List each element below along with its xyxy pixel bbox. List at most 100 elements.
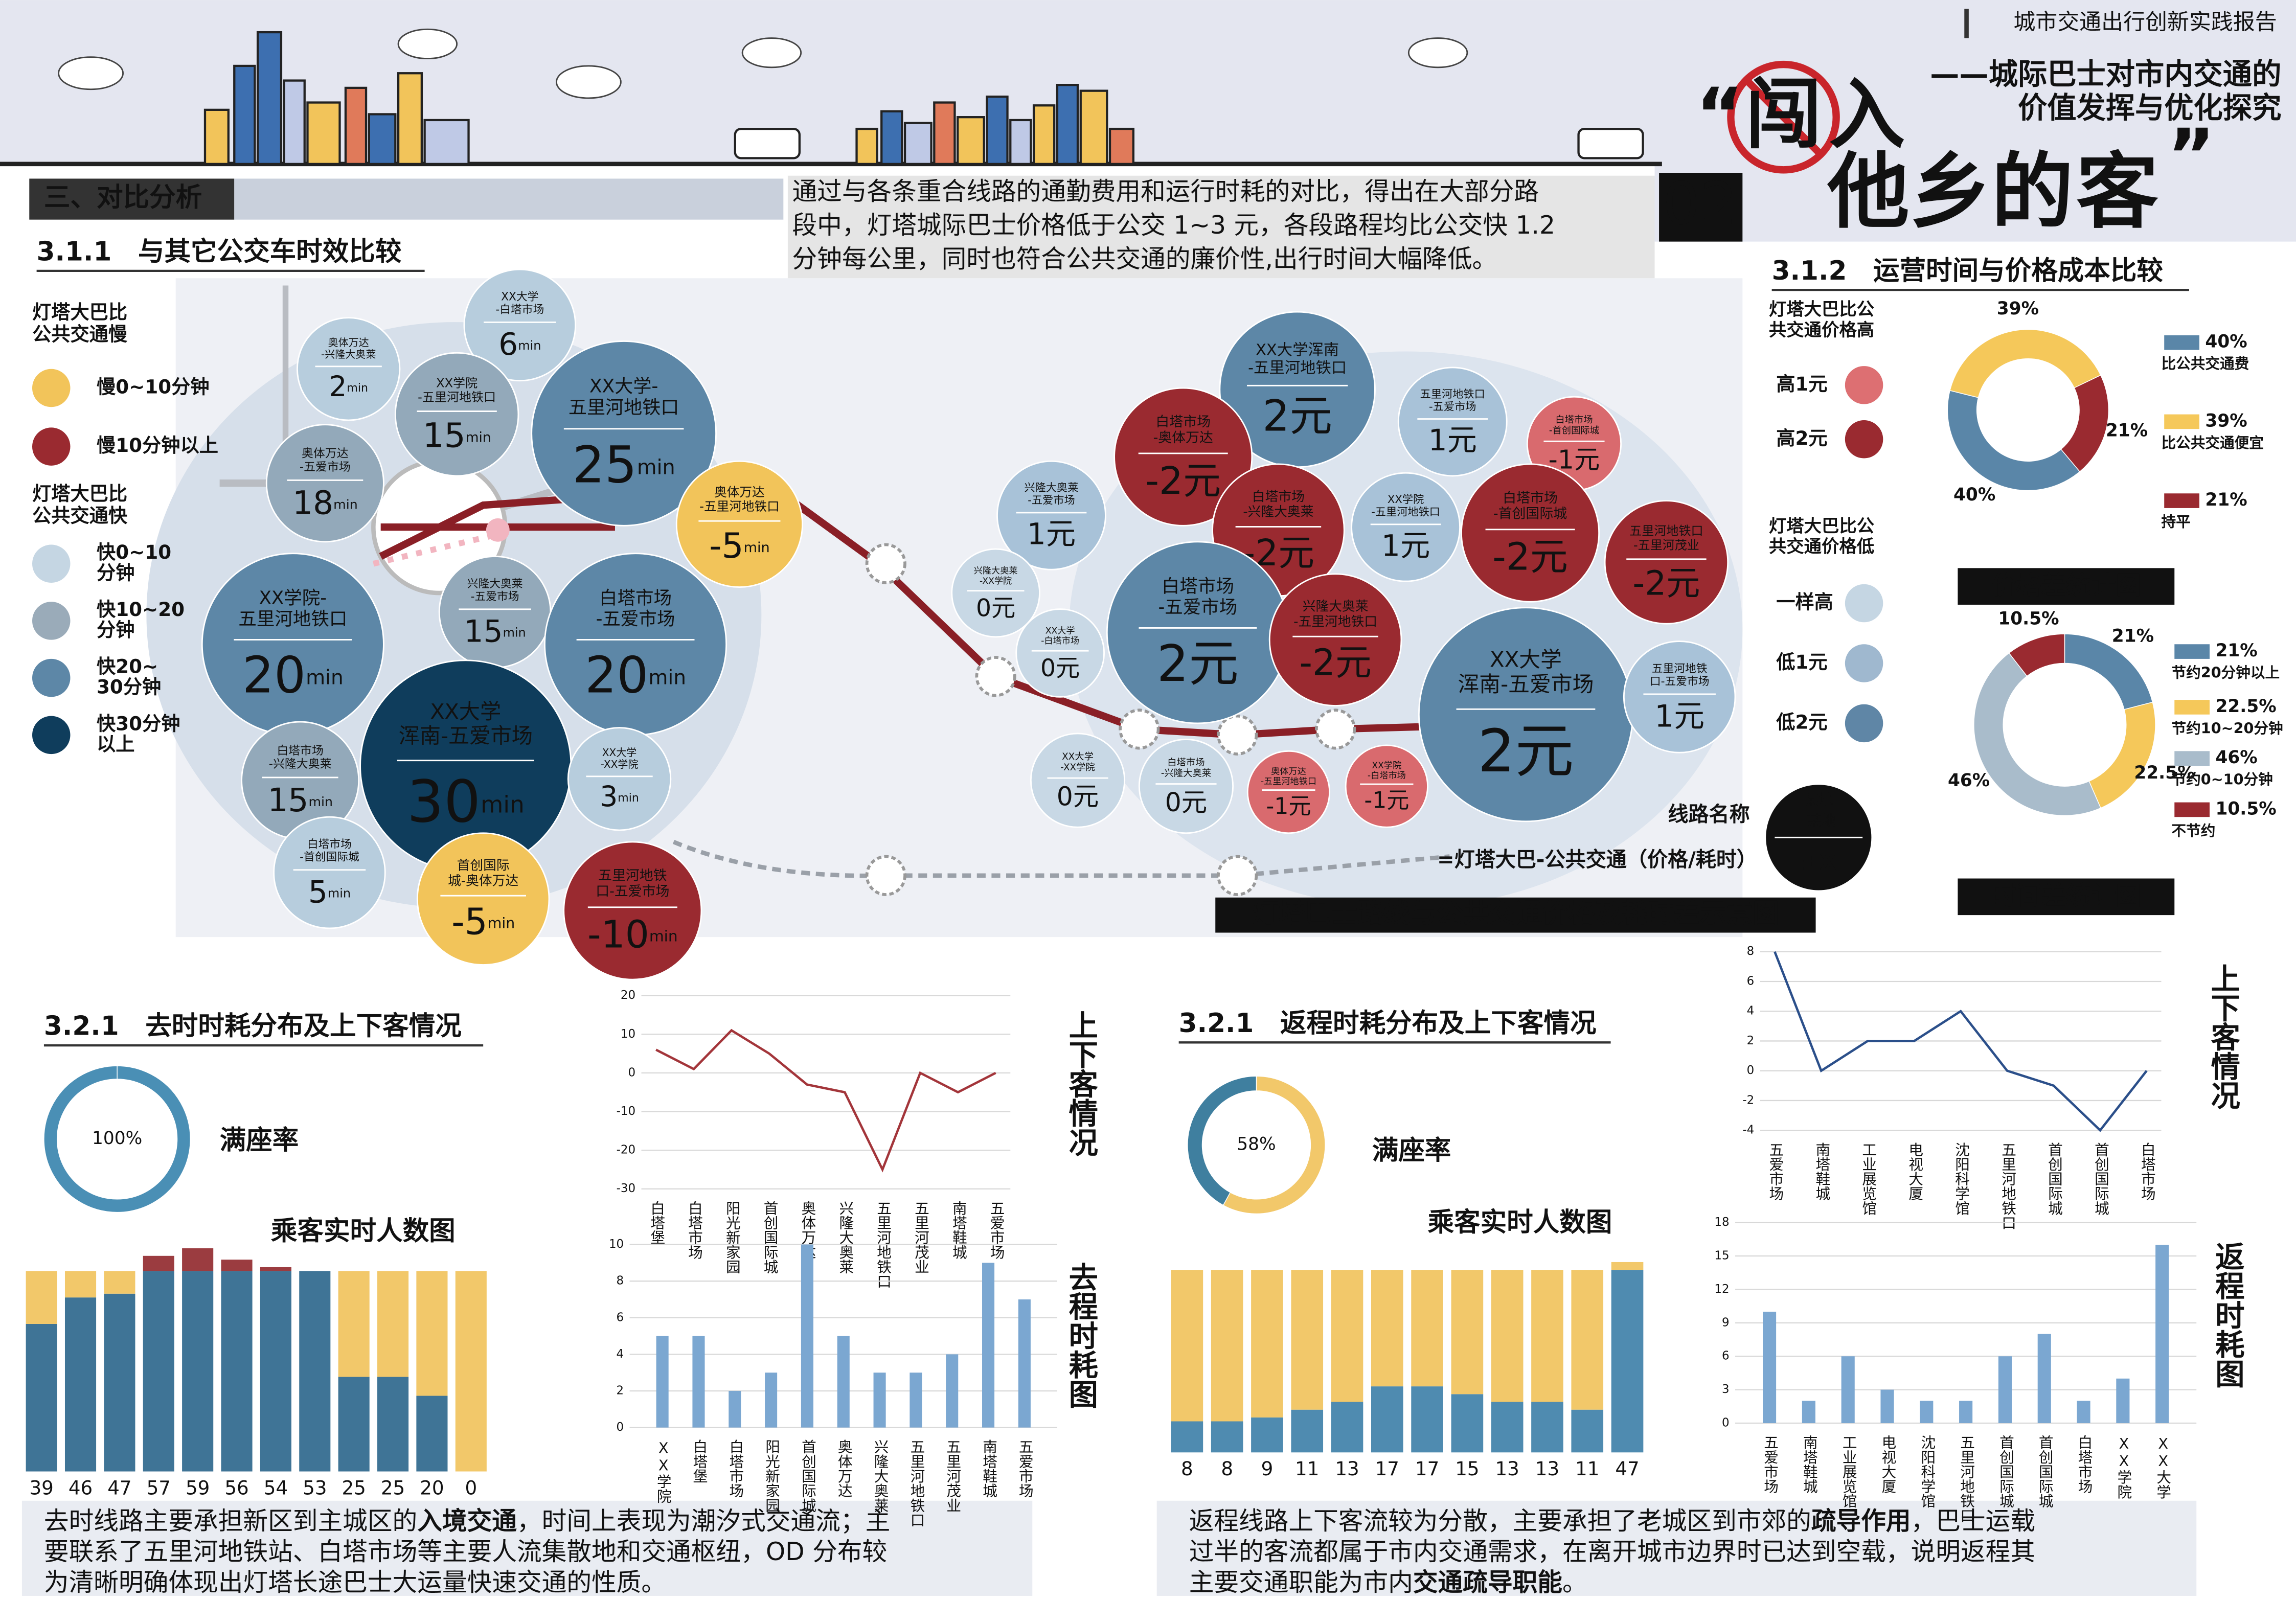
stop xyxy=(975,656,1016,697)
bubble-label: 五里河地铁 xyxy=(1652,662,1708,675)
legend-label: 节约10~20分钟 xyxy=(2172,719,2283,737)
legend-label: 低1元 xyxy=(1776,651,1827,673)
bubble-circle xyxy=(273,816,386,929)
bubble-label: 白塔市场 xyxy=(1162,576,1234,597)
paragraph-text: 交通疏导职能 xyxy=(1413,1568,1562,1597)
data-label: 58% xyxy=(1237,1134,1276,1154)
bar xyxy=(801,1244,813,1428)
legend-heading: 灯塔大巴比公 xyxy=(1769,516,1875,537)
legend-swatch xyxy=(1845,420,1883,459)
x-tick-label: 25 xyxy=(381,1476,405,1499)
bubble-label: -五爱市场 xyxy=(300,461,351,474)
paragraph-text: 返程线路上下客流较为分散，主要承担了老城区到市郊的 xyxy=(1189,1507,1811,1536)
y-tick-label: 0 xyxy=(1722,1416,1730,1430)
x-tick-label: 首创国际城 xyxy=(2093,1142,2110,1215)
x-tick-label: 56 xyxy=(224,1476,248,1499)
bubble-value: 0元 xyxy=(1040,654,1080,682)
bubble-circle xyxy=(1351,472,1461,582)
x-tick-label: 13 xyxy=(1335,1457,1359,1480)
bubble-label: -五里河地铁口 xyxy=(1261,776,1316,787)
bubble-label: -五爱市场 xyxy=(596,608,675,629)
building xyxy=(1056,84,1079,165)
bar-segment xyxy=(260,1271,291,1472)
legend-swatch xyxy=(2164,414,2199,429)
x-tick-label: 白塔市场 xyxy=(2139,1142,2156,1201)
x-tick-label: 阳光新家园 xyxy=(724,1201,741,1274)
bubble-label: -五里河茂业 xyxy=(1633,538,1699,552)
bubble-value-number: 5 xyxy=(308,874,328,910)
chart-title: 价格差统计图 xyxy=(1991,572,2141,600)
paragraph-text: ，巴士运载 xyxy=(1911,1507,2035,1536)
x-tick-label: 五里河茂业 xyxy=(944,1439,962,1513)
bubble: 五里河地铁口-五爱市场 1元 xyxy=(1623,641,1736,753)
bar-segment xyxy=(260,1267,291,1271)
x-tick-label: 白塔市场 xyxy=(686,1201,703,1260)
bar xyxy=(1802,1401,1815,1424)
data-label: 40% xyxy=(1953,485,1995,505)
x-tick-label: 五里河地铁口 xyxy=(1958,1435,1975,1523)
bubble-circle xyxy=(438,555,552,669)
bubble-value-number: 2元 xyxy=(1477,717,1574,786)
bar-segment xyxy=(143,1271,174,1472)
bar-segment xyxy=(26,1323,57,1472)
bubble-value-number: -5 xyxy=(451,900,488,943)
bar-segment xyxy=(1251,1270,1283,1418)
bubble-value: 30min xyxy=(407,768,525,836)
bubble-value-number: 0元 xyxy=(1057,781,1099,811)
bubble-circle xyxy=(1604,500,1729,625)
bubble-label: -白塔市场 xyxy=(1368,771,1406,781)
skyline xyxy=(203,31,1644,165)
paragraph-line: 为清晰明确体现出灯塔长途巴士大运量快速交通的性质。 xyxy=(44,1568,666,1597)
bubble-value-unit: min xyxy=(637,455,675,479)
bubble-label: -五爱市场 xyxy=(1429,400,1476,413)
paragraph-text: 为清晰明确体现出灯塔长途巴士大运量快速交通的性质。 xyxy=(44,1568,666,1597)
x-tick-label: 沈阳科学馆 xyxy=(1919,1435,1936,1508)
building xyxy=(986,95,1009,165)
bar xyxy=(1018,1299,1031,1428)
bubble-label: 白塔市场 xyxy=(1503,490,1558,506)
x-tick-label: 首创国际城 xyxy=(2046,1142,2063,1215)
bubble-circle xyxy=(1106,541,1289,724)
x-tick-label: 53 xyxy=(303,1476,327,1499)
legend-label: 以上 xyxy=(97,733,134,755)
bar-segment xyxy=(104,1293,135,1472)
y-tick-label: 0 xyxy=(617,1421,624,1434)
bubble-label: XX大学 xyxy=(501,290,538,303)
y-tick-label: 6 xyxy=(617,1311,624,1324)
legend-label: 快20~ xyxy=(97,655,158,678)
building xyxy=(256,31,283,165)
bubble-value: 0元 xyxy=(1057,781,1099,811)
paragraph-line: 主要交通职能为市内交通疏导职能。 xyxy=(1189,1568,1587,1597)
bubble: 白塔市场-兴隆大奥莱 0元 xyxy=(1138,739,1234,834)
data-label: 46% xyxy=(1948,770,1990,791)
bubble-label: 兴隆大奥莱 xyxy=(1303,599,1369,614)
intro-text: 分钟每公里，同时也符合公共交通的廉价性,出行时间大幅降低。 xyxy=(792,245,1497,273)
bubble-value-unit: min xyxy=(488,915,515,932)
bar-segment xyxy=(1331,1270,1363,1402)
x-tick-label: 首创国际城 xyxy=(2037,1435,2054,1508)
bubble: 奥体万达-五里河地铁口 -1元 xyxy=(1246,750,1331,834)
bubble-value-number: -1元 xyxy=(1266,793,1311,819)
bubble-value: 15min xyxy=(423,416,491,455)
x-tick-label: 电视大厦 xyxy=(1906,1142,1924,1201)
bubble-value-unit: min xyxy=(306,666,344,689)
bubble-circle xyxy=(265,424,384,543)
bubble-label: 兴隆大奥莱 xyxy=(974,566,1018,576)
x-tick-label: 南塔鞋城 xyxy=(1813,1142,1831,1201)
bubble: XX大学-XX学院 0元 xyxy=(1030,733,1126,828)
bubble: 兴隆大奥莱-XX学院 0元 xyxy=(951,548,1040,638)
legend-label: 低2元 xyxy=(1776,711,1827,733)
legend-value: 21% xyxy=(2205,490,2247,510)
subsection-title: 3.2.1 去时时耗分布及上下客情况 xyxy=(44,1011,462,1042)
bar-segment xyxy=(1531,1402,1563,1453)
bar xyxy=(729,1390,741,1428)
bar-segment xyxy=(1411,1386,1443,1453)
x-tick-label: 13 xyxy=(1535,1457,1559,1480)
bubble-label: 口-五爱市场 xyxy=(596,884,669,900)
bubble: 兴隆大奥莱-五里河地铁口 -2元 xyxy=(1268,573,1402,706)
bubble-value-number: 3 xyxy=(600,781,618,813)
bubble-label: 城-奥体万达 xyxy=(448,873,518,888)
legend-label: 一样高 xyxy=(1776,591,1833,613)
legend-swatch xyxy=(2174,802,2210,817)
